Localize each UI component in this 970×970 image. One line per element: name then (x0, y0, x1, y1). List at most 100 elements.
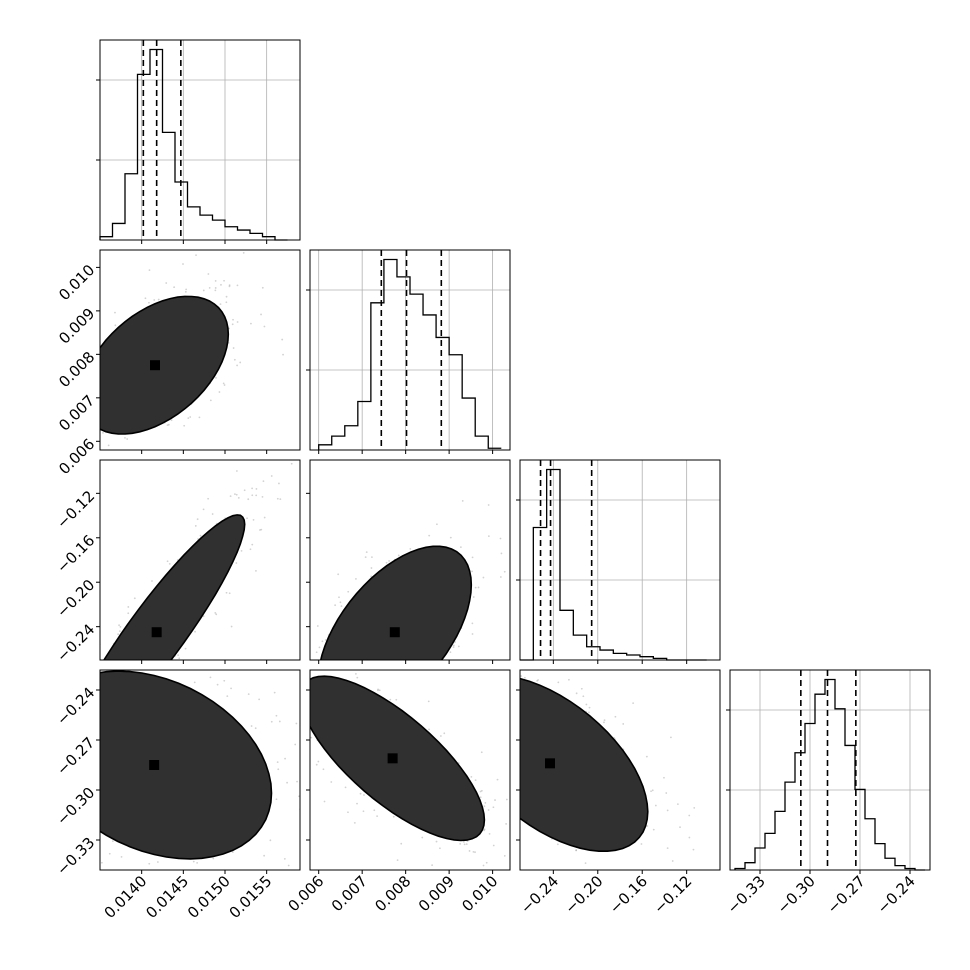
sample-point (240, 549, 243, 552)
sample-point (86, 338, 88, 340)
x-tick-label: −0.12 (650, 872, 695, 917)
sample-point (418, 667, 420, 669)
y-tick-label: −0.27 (53, 734, 98, 779)
sample-point (17, 748, 19, 750)
sample-point (118, 630, 121, 633)
sample-point (155, 881, 157, 883)
sample-point (198, 416, 201, 419)
sample-point (261, 495, 264, 498)
sample-point (663, 776, 665, 779)
sample-point (72, 660, 74, 662)
panel-frame (309, 669, 511, 871)
sample-point (373, 809, 376, 812)
y-tick-label: 0.006 (55, 435, 98, 478)
sample-point (166, 560, 169, 563)
sample-point (235, 493, 238, 496)
sample-point (202, 884, 204, 886)
sample-point (255, 494, 258, 497)
sample-point (8, 812, 10, 814)
sample-point (688, 814, 691, 817)
histogram-bar (238, 230, 251, 240)
sample-point (83, 714, 85, 716)
sample-point (120, 663, 122, 665)
sample-point (91, 781, 93, 783)
sample-point (27, 722, 29, 724)
sample-point (282, 353, 284, 356)
sample-point (183, 424, 186, 427)
sample-point (483, 805, 486, 808)
y-tick-label: −0.16 (53, 531, 98, 576)
sample-point (40, 725, 42, 727)
sample-point (166, 424, 169, 427)
sample-point (340, 605, 343, 608)
sample-point (514, 863, 516, 865)
sample-point (582, 695, 585, 698)
x-tick-label: 0.009 (415, 872, 458, 915)
histogram-bar (845, 745, 855, 870)
sample-point (347, 590, 350, 593)
sample-point (607, 883, 609, 885)
sample-point (251, 494, 254, 497)
sample-point (371, 556, 373, 559)
sample-point (471, 622, 474, 625)
sample-point (310, 736, 313, 739)
sample-point (93, 677, 95, 679)
histogram-bar (600, 650, 613, 660)
histogram-panel-3 (726, 669, 931, 874)
sample-point (49, 730, 51, 732)
sample-point (36, 859, 38, 861)
sample-point (78, 717, 80, 719)
sample-point (59, 725, 61, 727)
histogram-bar (319, 445, 332, 450)
sample-point (139, 664, 141, 666)
sample-point (214, 287, 217, 289)
sample-point (279, 498, 282, 501)
density-peak (545, 758, 555, 769)
sample-point (512, 774, 514, 776)
sample-point (496, 778, 499, 781)
histogram-bar (225, 227, 238, 240)
histogram-bar (613, 653, 626, 660)
sample-point (108, 852, 111, 855)
sample-point (132, 665, 134, 667)
sample-point (517, 782, 519, 784)
sample-point (202, 289, 205, 292)
sample-point (151, 580, 153, 582)
sample-point (214, 612, 217, 614)
histogram-panel-0 (96, 39, 301, 244)
sample-point (461, 500, 464, 502)
histogram-outline (520, 468, 707, 661)
sample-point (93, 727, 95, 729)
sample-point (95, 709, 97, 711)
sample-point (111, 840, 114, 843)
sample-point (56, 722, 58, 724)
sample-point (487, 809, 490, 811)
sample-point (114, 324, 117, 327)
sample-point (505, 798, 508, 801)
sample-point (86, 731, 88, 733)
sample-point (457, 645, 460, 648)
sample-point (236, 364, 239, 367)
sample-point (251, 487, 254, 490)
sample-point (427, 700, 430, 703)
x-tick-label: −0.16 (606, 872, 651, 917)
x-tick-label: 0.0145 (142, 872, 192, 922)
density-contour (103, 514, 246, 660)
sample-point (41, 779, 43, 781)
sample-point (81, 681, 83, 683)
sample-point (356, 802, 358, 805)
sample-point (400, 842, 403, 845)
sample-point (177, 654, 179, 657)
sample-point (306, 628, 308, 630)
sample-point (287, 864, 290, 867)
sample-point (518, 727, 520, 729)
sample-point (256, 873, 258, 875)
sample-point (377, 688, 379, 691)
sample-point (364, 556, 367, 559)
density-fill (520, 678, 648, 852)
sample-point (485, 861, 488, 864)
density-fill (100, 296, 229, 434)
sample-point (196, 457, 198, 459)
sample-point (83, 387, 85, 389)
panel-content (83, 251, 284, 459)
